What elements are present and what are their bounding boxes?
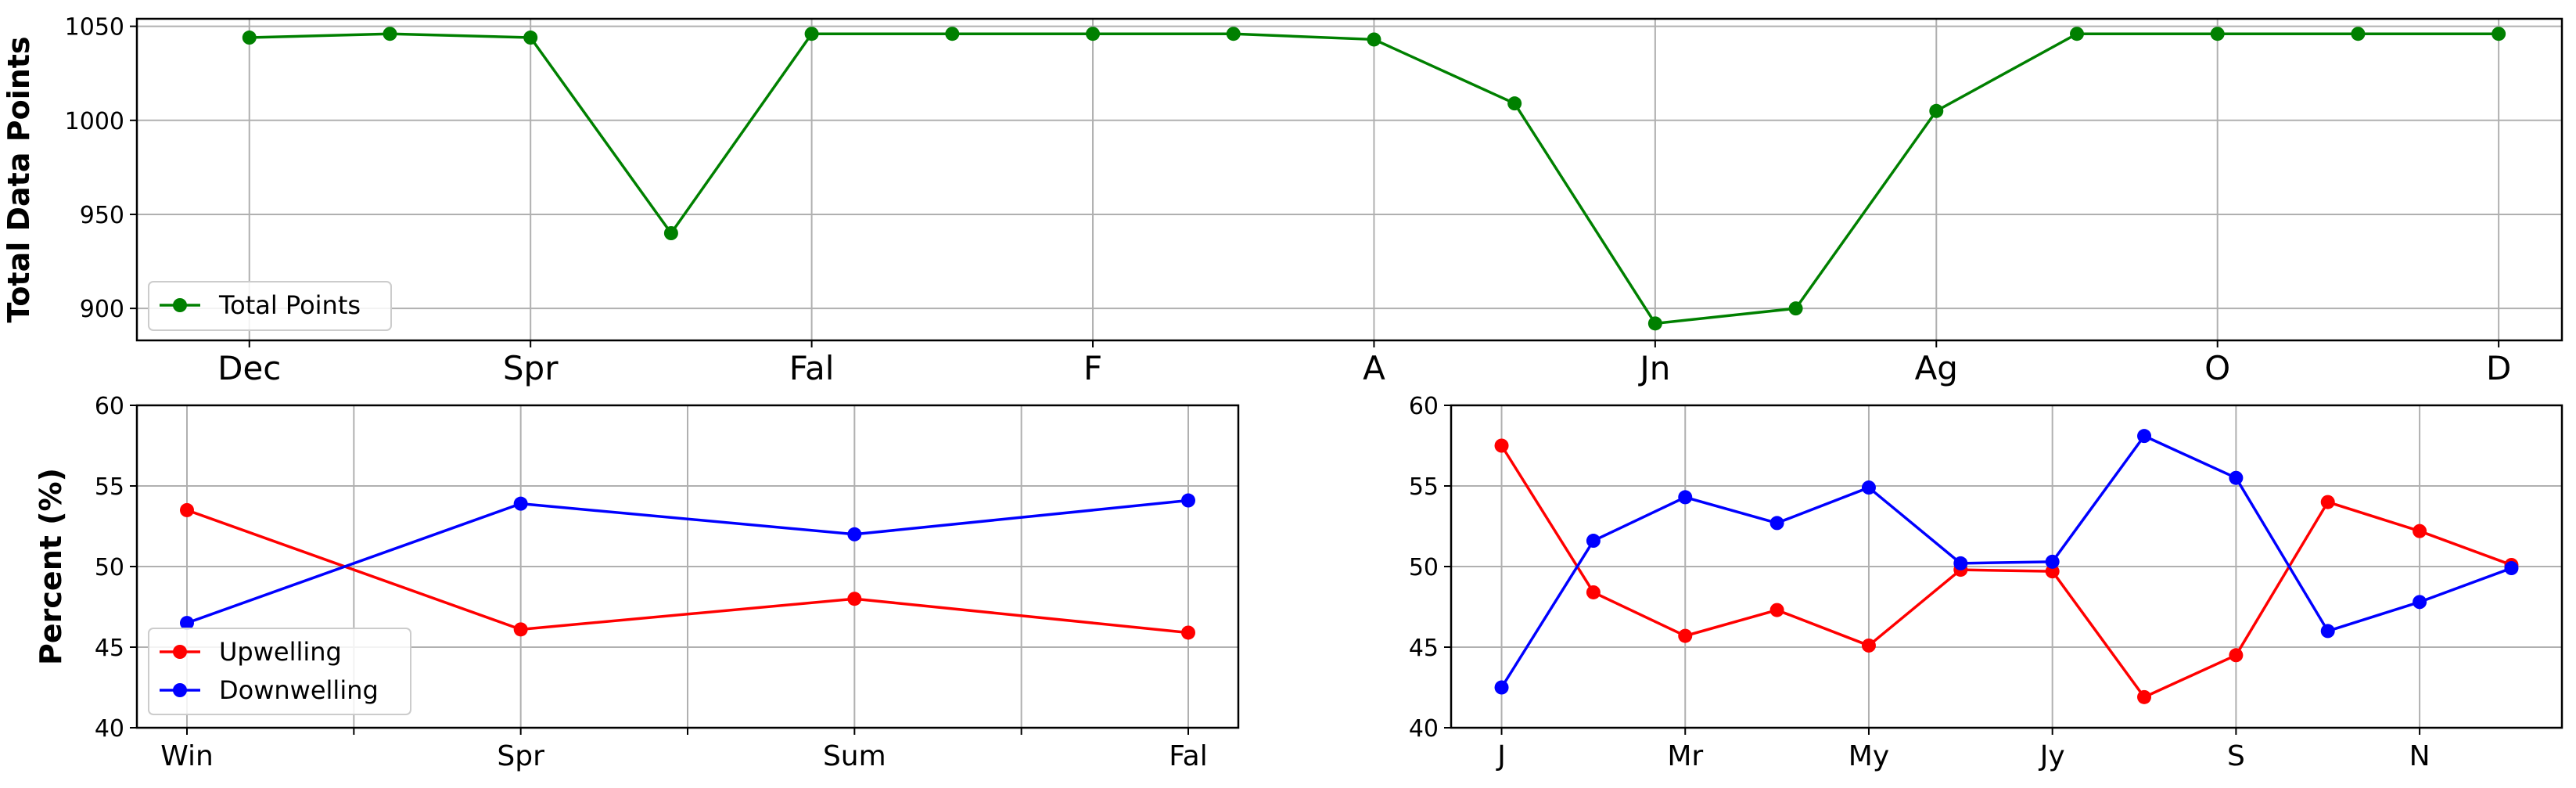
data-point <box>2229 648 2244 663</box>
data-point <box>242 31 257 45</box>
data-point <box>1678 628 1693 643</box>
data-point <box>1586 534 1601 549</box>
data-point <box>2504 561 2519 576</box>
y-tick-label: 50 <box>1409 554 1439 581</box>
x-tick-label: F <box>1083 349 1102 387</box>
data-point <box>1769 516 1784 531</box>
data-point <box>1861 480 1876 495</box>
data-point <box>180 502 194 517</box>
monthly-percent-chart: 40 45 50 55 60 J Mr My Jy S N <box>1409 393 2563 772</box>
y-tick-label: 60 <box>95 393 124 420</box>
legend-label: Upwelling <box>219 637 342 667</box>
data-point <box>1586 585 1601 599</box>
data-point <box>1226 27 1241 41</box>
data-point <box>1953 556 1968 570</box>
data-point <box>2045 554 2060 569</box>
data-point <box>2413 595 2427 610</box>
series-line <box>186 509 1189 635</box>
data-point <box>1086 27 1101 41</box>
data-point <box>2413 524 2427 538</box>
data-point <box>513 622 528 637</box>
data-point <box>1367 32 1381 47</box>
legend-marker <box>173 683 187 697</box>
data-point <box>663 226 678 240</box>
x-tick-label: Mr <box>1667 740 1703 772</box>
data-point <box>2137 429 2152 444</box>
y-tick-label: 950 <box>80 202 124 229</box>
data-point <box>2070 27 2084 41</box>
x-tick-label: Spr <box>497 740 544 772</box>
y-tick-label: 60 <box>1409 393 1439 420</box>
x-tick-label: J <box>1496 740 1506 772</box>
y-tick-label: 1000 <box>65 108 124 135</box>
series-line <box>186 498 1189 624</box>
x-tick-label: Fal <box>789 349 835 387</box>
x-tick-label: D <box>2486 349 2511 387</box>
data-point <box>1494 438 1509 453</box>
data-point <box>180 616 194 631</box>
y-axis-label: Total Data Points <box>2 36 36 322</box>
x-tick-label: Win <box>160 740 214 772</box>
y-tick-label: 1050 <box>65 14 124 41</box>
data-point <box>2045 564 2060 579</box>
data-point <box>383 27 397 41</box>
data-point <box>2492 27 2506 41</box>
series-line <box>1500 434 2513 689</box>
data-point <box>1494 680 1509 695</box>
legend-label: Downwelling <box>219 675 379 705</box>
data-point <box>1788 301 1803 316</box>
total-points-chart: 900 950 1000 1050 Dec Spr Fal F A Jn Ag O D Total Dat… <box>2 14 2563 387</box>
y-tick-label: 55 <box>1409 473 1439 501</box>
legend-marker <box>173 298 187 312</box>
data-point <box>1861 638 1876 653</box>
y-tick-label: 40 <box>95 715 124 743</box>
data-point <box>1181 625 1195 640</box>
y-tick-label: 55 <box>95 473 124 501</box>
legend-label: Total Points <box>218 290 361 320</box>
legend-box <box>148 628 411 715</box>
legend-box <box>148 281 392 331</box>
y-tick-label: 900 <box>80 296 124 323</box>
x-tick-label: Dec <box>217 349 281 387</box>
x-tick-label: Jn <box>1637 349 1670 387</box>
x-tick-label: Fal <box>1169 740 1207 772</box>
y-tick-label: 50 <box>95 554 124 581</box>
legend-marker <box>173 645 187 659</box>
x-tick-label: Sum <box>823 740 886 772</box>
data-point <box>2320 495 2335 509</box>
data-point <box>1181 493 1195 508</box>
y-axis-label: Percent (%) <box>34 468 68 665</box>
plot-frame <box>135 17 2563 342</box>
data-point <box>847 592 862 606</box>
seasonal-percent-chart: 40 45 50 55 60 Win Spr Sum Fal Percent (%) Upwelli… <box>34 393 1240 772</box>
x-tick-label: O <box>2204 349 2230 387</box>
x-tick-label: N <box>2409 740 2430 772</box>
data-point <box>804 27 819 41</box>
x-tick-label: Ag <box>1915 349 1958 387</box>
data-point <box>847 527 862 542</box>
data-point <box>1929 103 1944 118</box>
x-tick-label: Jy <box>2039 740 2065 772</box>
y-tick-label: 40 <box>1409 715 1439 743</box>
data-point <box>523 31 538 45</box>
data-point <box>2351 27 2366 41</box>
x-tick-label: Spr <box>503 349 559 387</box>
series-line <box>1500 444 2513 699</box>
data-point <box>2137 689 2152 704</box>
data-point <box>2320 624 2335 639</box>
data-point <box>1507 96 1522 111</box>
data-point <box>2210 27 2225 41</box>
x-tick-label: S <box>2227 740 2245 772</box>
data-point <box>2229 470 2244 485</box>
data-point <box>945 27 960 41</box>
x-tick-label: A <box>1363 349 1385 387</box>
data-point <box>1769 603 1784 617</box>
data-point <box>513 496 528 511</box>
data-point <box>1678 490 1693 505</box>
x-tick-label: My <box>1848 740 1889 772</box>
y-tick-label: 45 <box>1409 635 1439 662</box>
data-point <box>1647 316 1662 331</box>
y-tick-label: 45 <box>95 635 124 662</box>
